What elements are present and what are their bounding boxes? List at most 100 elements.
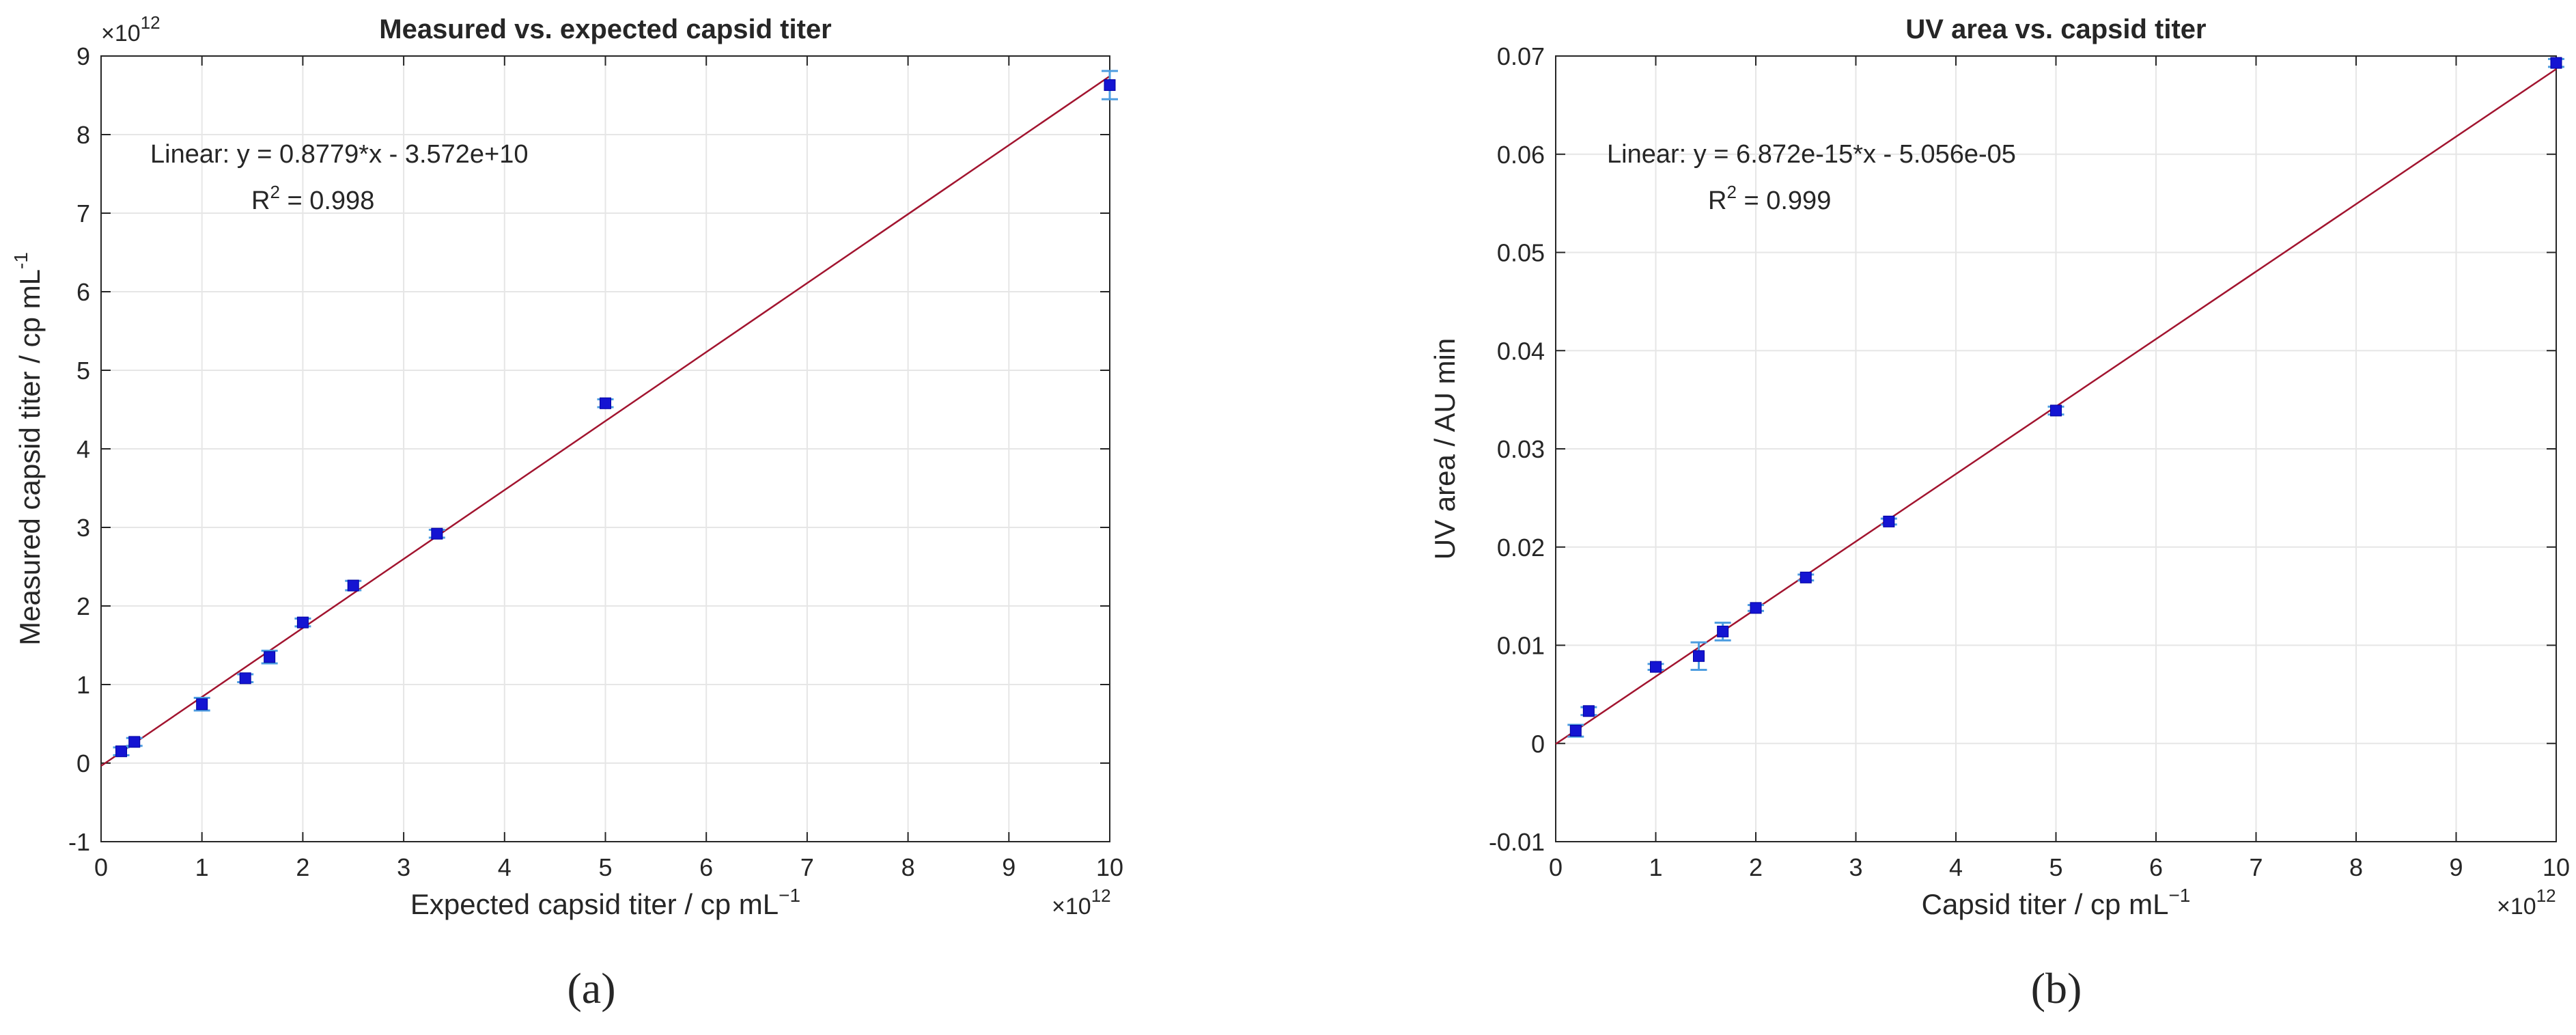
data-point	[2050, 404, 2062, 417]
data-point	[1750, 602, 1762, 614]
data-point	[1717, 625, 1729, 637]
data-point	[264, 651, 276, 663]
data-point	[1104, 79, 1116, 92]
data-point	[296, 616, 309, 629]
r-squared-value: = 0.998	[280, 187, 374, 215]
x-axis-label-text: Expected capsid titer / cp mL	[410, 888, 779, 920]
x-multiplier-exponent: 12	[1091, 885, 1111, 906]
x-tick-label: 0	[94, 853, 108, 881]
fit-r-squared: R2 = 0.998	[251, 182, 374, 215]
y-axis-label-text: UV area / AU min	[1429, 338, 1461, 560]
data-point	[1650, 661, 1662, 673]
x-tick-label: 1	[1649, 853, 1662, 881]
x-tick-label: 9	[1002, 853, 1016, 881]
y-axis-label-text: Measured capsid titer / cp mL	[14, 269, 46, 646]
x-multiplier-exponent: 12	[2536, 885, 2556, 906]
data-point	[1800, 571, 1812, 583]
data-point	[1582, 705, 1595, 717]
data-point	[128, 736, 141, 748]
panel-caption: (b)	[2031, 964, 2082, 1012]
y-tick-label: 0	[76, 749, 90, 777]
r-squared-symbol: R	[1708, 187, 1726, 215]
data-point	[239, 672, 251, 685]
y-tick-label: -0.01	[1489, 828, 1545, 856]
y-tick-label: 0.06	[1497, 141, 1545, 169]
data-point	[115, 745, 128, 758]
data-points	[1567, 57, 2564, 738]
x-axis-multiplier: ×1012	[1052, 885, 1111, 920]
y-axis-label: UV area / AU min	[1429, 338, 1461, 560]
x-axis-multiplier: ×1012	[2497, 885, 2556, 920]
y-tick-label: 0.02	[1497, 534, 1545, 562]
x-tick-label: 9	[2449, 853, 2463, 881]
y-tick-label: 3	[76, 514, 90, 542]
r-squared-sup: 2	[270, 182, 279, 202]
data-point	[347, 579, 359, 592]
y-tick-label: 0.05	[1497, 239, 1545, 267]
x-tick-label: 1	[195, 853, 209, 881]
x-axis-label-sup: −1	[779, 885, 800, 906]
y-tick-label: 0	[1531, 730, 1545, 758]
x-tick-label: 10	[1096, 853, 1123, 881]
fit-equation: Linear: y = 6.872e-15*x - 5.056e-05	[1607, 140, 2016, 169]
x-tick-label: 5	[598, 853, 612, 881]
x-tick-label: 8	[901, 853, 915, 881]
x-tick-label: 4	[1949, 853, 1963, 881]
x-multiplier-base: ×10	[1052, 894, 1091, 920]
data-point	[2550, 57, 2562, 69]
chart-title: Measured vs. expected capsid titer	[379, 14, 832, 44]
fit-equation: Linear: y = 0.8779*x - 3.572e+10	[150, 140, 529, 169]
chart-panel-b: 0 1 2 3 4 5 6 7 8 9 10-0.0100.010.020.030.040.050.…	[1429, 14, 2570, 1012]
y-tick-label: 6	[76, 278, 90, 306]
x-tick-label: 7	[2249, 853, 2263, 881]
data-point	[431, 527, 443, 540]
data-point	[1569, 725, 1582, 737]
y-tick-label: 0.07	[1497, 42, 1545, 70]
r-squared-symbol: R	[251, 187, 270, 215]
x-tick-label: 3	[397, 853, 410, 881]
y-tick-label: 2	[76, 592, 90, 620]
panel-caption: (a)	[567, 964, 615, 1012]
x-tick-label: 7	[800, 853, 814, 881]
y-axis-multiplier: ×1012	[101, 12, 160, 46]
x-tick-label: 0	[1549, 853, 1563, 881]
y-axis-label: Measured capsid titer / cp mL-1	[10, 252, 46, 646]
r-squared-sup: 2	[1726, 182, 1736, 202]
x-multiplier-base: ×10	[2497, 894, 2536, 920]
data-point	[1692, 650, 1705, 662]
y-tick-label: 9	[76, 42, 90, 70]
y-tick-label: 0.04	[1497, 337, 1545, 365]
x-tick-label: 10	[2543, 853, 2570, 881]
y-tick-label: 0.03	[1497, 435, 1545, 463]
x-tick-label: 6	[699, 853, 713, 881]
data-point	[1883, 515, 1895, 527]
x-tick-label: 2	[1749, 853, 1763, 881]
data-point	[196, 698, 208, 710]
y-tick-label: 8	[76, 121, 90, 149]
y-tick-label: -1	[68, 828, 90, 856]
fit-r-squared: R2 = 0.999	[1708, 182, 1831, 215]
y-multiplier-exponent: 12	[141, 12, 160, 33]
y-multiplier-base: ×10	[101, 20, 141, 46]
data-points	[113, 70, 1118, 758]
chart-title: UV area vs. capsid titer	[1905, 14, 2206, 44]
x-tick-label: 2	[296, 853, 309, 881]
y-tick-label: 5	[76, 357, 90, 385]
y-tick-label: 4	[76, 435, 90, 463]
x-tick-label: 6	[2149, 853, 2163, 881]
x-tick-label: 3	[1849, 853, 1862, 881]
x-tick-label: 8	[2349, 853, 2363, 881]
y-tick-label: 1	[76, 671, 90, 699]
y-tick-label: 7	[76, 199, 90, 227]
x-axis-label-text: Capsid titer / cp mL	[1922, 888, 2169, 920]
data-point	[600, 397, 611, 409]
x-tick-label: 4	[498, 853, 512, 881]
x-axis-label: Expected capsid titer / cp mL−1	[410, 885, 800, 920]
y-tick-label: 0.01	[1497, 632, 1545, 660]
x-axis-label: Capsid titer / cp mL−1	[1922, 885, 2191, 920]
x-tick-label: 5	[2049, 853, 2062, 881]
x-axis-label-sup: −1	[2168, 885, 2190, 906]
grid-lines	[1555, 55, 2557, 842]
